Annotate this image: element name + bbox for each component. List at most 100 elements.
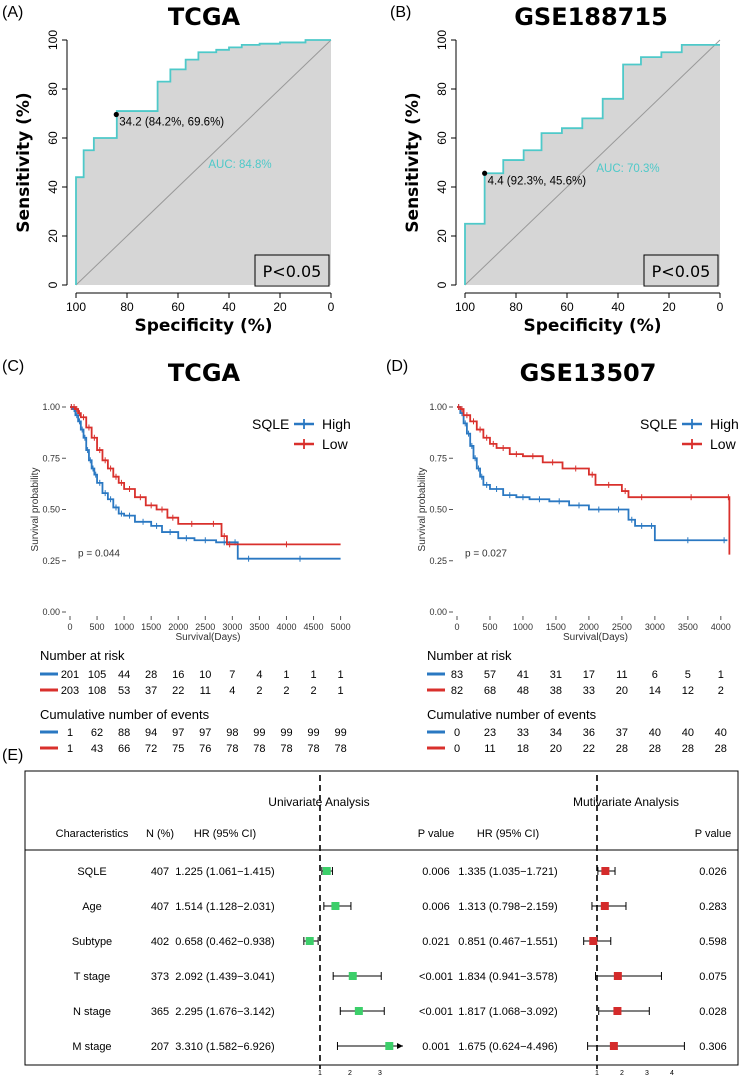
x-tick-label: 3000 xyxy=(645,622,665,632)
risk_table-cell: 44 xyxy=(118,669,130,681)
events_table-cell: 98 xyxy=(226,727,238,739)
x-axis-title: Specificity (%) xyxy=(134,316,272,336)
row-uni-p: <0.001 xyxy=(419,971,453,983)
y-tick-label: 0 xyxy=(435,281,449,288)
auc-label: AUC: 84.8% xyxy=(208,159,271,171)
multi-hr-marker xyxy=(613,972,622,980)
risk_table-cell: 6 xyxy=(652,669,658,681)
events_table-cell: 11 xyxy=(484,743,495,755)
risk_table-cell: 108 xyxy=(88,685,106,697)
multi-hr-marker xyxy=(589,937,598,945)
events_table-cell: 78 xyxy=(226,743,238,755)
row-multi-hr: 1.817 (1.068−3.092) xyxy=(458,1006,557,1018)
risk_table-cell: 1 xyxy=(310,669,316,681)
cutoff-label: 34.2 (84.2%, 69.6%) xyxy=(119,116,224,128)
cutoff-point xyxy=(482,170,488,176)
column-header: P value xyxy=(418,828,455,840)
y-tick-label: 0.00 xyxy=(42,607,60,617)
risk-table-title: Number at risk xyxy=(427,648,512,663)
x-axis-title: Specificity (%) xyxy=(523,316,661,336)
multi-hr-marker xyxy=(601,867,610,875)
events_table-cell: 99 xyxy=(307,727,319,739)
events_table-cell: 22 xyxy=(583,743,595,755)
uni-axis-tick: 2 xyxy=(348,1070,352,1077)
row-multi-p: 0.028 xyxy=(699,1006,727,1018)
y-tick-label: 100 xyxy=(435,30,449,50)
x-tick-label: 4000 xyxy=(276,622,296,632)
events_table-cell: 34 xyxy=(550,727,562,739)
events_table-cell: 62 xyxy=(91,727,103,739)
row-uni-p: <0.001 xyxy=(419,1006,453,1018)
x-tick-label: 80 xyxy=(509,300,523,314)
x-tick-label: 500 xyxy=(482,622,497,632)
legend-label-low: Low xyxy=(322,436,349,452)
p-value-box xyxy=(643,254,719,287)
survival-curve-low xyxy=(70,406,341,546)
panel-label: (D) xyxy=(386,358,408,375)
x-tick-label: 20 xyxy=(273,300,287,314)
events_table-cell: 28 xyxy=(649,743,661,755)
panel-a: (A) TCGA 100 0 80 20 60 40 40 60 20 80 0 100 Specifi… xyxy=(2,3,335,336)
risk_table-cell: 1 xyxy=(718,669,724,681)
risk_table-cell: 11 xyxy=(616,669,627,681)
auc-label: AUC: 70.3% xyxy=(596,163,659,175)
y-tick-label: 0.75 xyxy=(429,453,447,463)
row-uni-hr: 2.092 (1.439−3.041) xyxy=(175,971,274,983)
row-multi-hr: 1.675 (0.624−4.496) xyxy=(458,1041,557,1053)
uni-hr-marker xyxy=(305,937,314,945)
x-tick-label: 3000 xyxy=(222,622,242,632)
panel-label: (C) xyxy=(2,358,24,375)
row-characteristic: N stage xyxy=(73,1006,111,1018)
risk_table-cell: 31 xyxy=(550,669,562,681)
p-value-label: P<0.05 xyxy=(652,262,711,281)
risk_table-cell: 16 xyxy=(172,669,184,681)
events-table-title: Cumulative number of events xyxy=(40,707,210,722)
events_table-cell: 97 xyxy=(172,727,184,739)
risk_table-cell: 53 xyxy=(118,685,130,697)
row-uni-p: 0.006 xyxy=(422,901,450,913)
row-uni-hr: 1.225 (1.061−1.415) xyxy=(175,866,274,878)
km-plot-c: 0.000.250.500.751.000 500 1000 1500 2000 2500… xyxy=(30,402,351,755)
y-tick-label: 0.50 xyxy=(42,505,60,515)
events_table-cell: 43 xyxy=(91,743,103,755)
x-tick-label: 5000 xyxy=(331,622,351,632)
row-n: 373 xyxy=(151,971,169,983)
row-characteristic: T stage xyxy=(74,971,111,983)
risk_table-cell: 33 xyxy=(583,685,595,697)
x-tick-label: 0 xyxy=(454,622,459,632)
row-uni-p: 0.001 xyxy=(422,1041,450,1053)
events_table-cell: 78 xyxy=(253,743,265,755)
uni-axis-tick: 1 xyxy=(318,1070,322,1077)
x-axis-title: Survival(Days) xyxy=(175,632,240,643)
x-tick-label: 4000 xyxy=(711,622,731,632)
x-tick-label: 0 xyxy=(328,300,335,314)
y-tick-label: 60 xyxy=(46,131,60,145)
legend-label-low: Low xyxy=(710,436,737,452)
x-tick-label: 100 xyxy=(66,300,86,314)
x-tick-label: 0 xyxy=(67,622,72,632)
y-axis-title: Survival probability xyxy=(30,468,41,552)
y-tick-label: 60 xyxy=(435,131,449,145)
x-tick-label: 80 xyxy=(120,300,134,314)
events_table-cell: 37 xyxy=(616,727,628,739)
events_table-cell: 88 xyxy=(118,727,130,739)
y-tick-label: 0.25 xyxy=(429,556,447,566)
events_table-cell: 76 xyxy=(199,743,211,755)
row-uni-hr: 1.514 (1.128−2.031) xyxy=(175,901,274,913)
uni-axis-tick: 3 xyxy=(378,1070,382,1077)
panel-title: TCGA xyxy=(168,359,241,387)
column-header: HR (95% CI) xyxy=(477,828,539,840)
risk_table-cell: 2 xyxy=(283,685,289,697)
row-uni-hr: 2.295 (1.676−3.142) xyxy=(175,1006,274,1018)
row-characteristic: Age xyxy=(82,901,102,913)
events_table-cell: 0 xyxy=(454,727,460,739)
multivariate-title: Mutivariate Analysis xyxy=(573,795,679,809)
events_table-cell: 99 xyxy=(334,727,346,739)
multi-axis-tick: 1 xyxy=(595,1070,599,1077)
row-multi-hr: 1.834 (0.941−3.578) xyxy=(458,971,557,983)
x-tick-label: 2500 xyxy=(612,622,632,632)
events_table-cell: 28 xyxy=(682,743,694,755)
x-tick-label: 2000 xyxy=(168,622,188,632)
roc-diagonal xyxy=(75,39,332,286)
multi-hr-marker xyxy=(609,1042,618,1050)
